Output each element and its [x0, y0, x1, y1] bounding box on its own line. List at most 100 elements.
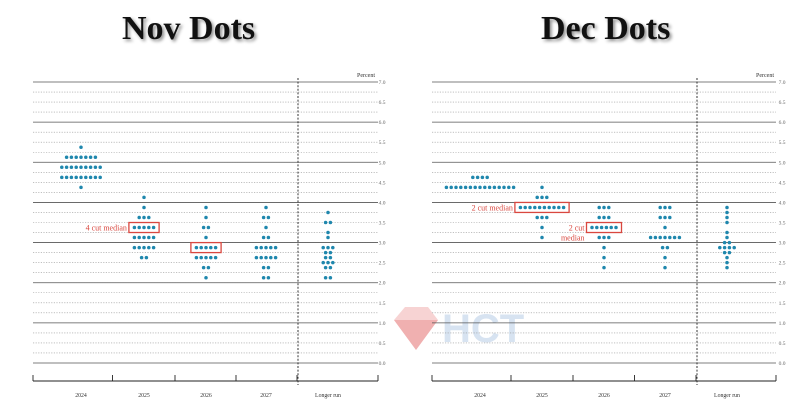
median-annotation: 4 cut median [86, 224, 127, 233]
participant-dot [725, 260, 729, 265]
median-highlight-box [190, 241, 222, 254]
participant-dot [93, 155, 98, 160]
participant-dot [194, 255, 199, 260]
participant-dot [602, 215, 606, 220]
y-tick-label: 0.0 [379, 361, 386, 367]
participant-dot [602, 265, 606, 270]
participant-dot [602, 255, 606, 260]
participant-dot [542, 205, 547, 210]
median-highlight-box [128, 221, 160, 234]
participant-dot [98, 175, 102, 180]
y-tick-label: 4.0 [379, 200, 386, 206]
y-tick-label: 7.0 [779, 80, 786, 86]
y-tick-label: 5.0 [779, 160, 786, 166]
participant-dot [663, 255, 667, 260]
participant-dot [264, 245, 268, 250]
y-tick-label: 2.5 [379, 261, 386, 267]
participant-dot [660, 245, 665, 250]
median-highlight-box [514, 201, 570, 214]
participant-dot [540, 235, 544, 240]
participant-dot [79, 155, 83, 160]
participant-dot [540, 215, 544, 220]
participant-dot [60, 175, 64, 180]
participant-dot [732, 245, 736, 250]
participant-dot [595, 225, 599, 230]
diamond-logo-icon [394, 307, 438, 350]
participant-dot [259, 255, 263, 260]
participant-dot [663, 225, 667, 230]
participant-dot [528, 205, 532, 210]
participant-dot [323, 250, 328, 255]
participant-dot [658, 205, 662, 210]
participant-dot [259, 245, 263, 250]
participant-dot [147, 235, 151, 240]
participant-dot [209, 255, 213, 260]
participant-dot [545, 215, 549, 220]
participant-dot [518, 205, 523, 210]
participant-dot [523, 205, 527, 210]
x-tick-label: 2027 [659, 393, 671, 399]
y-tick-label: 1.5 [779, 301, 786, 307]
participant-dot [199, 245, 203, 250]
participant-dot [663, 215, 667, 220]
participant-dot [507, 185, 511, 190]
participant-dot [535, 215, 539, 220]
participant-dot [454, 185, 458, 190]
y-tick-label: 0.5 [379, 341, 386, 347]
median-highlight-box [585, 221, 623, 234]
x-tick-label: 2026 [598, 393, 610, 399]
y-tick-label: 4.5 [379, 180, 386, 186]
participant-dot [658, 235, 662, 240]
participant-dot [79, 165, 83, 170]
participant-dot [137, 225, 141, 230]
participant-dot [206, 225, 211, 230]
participant-dot [273, 255, 278, 260]
participant-dot [84, 175, 88, 180]
participant-dot [328, 255, 333, 260]
participant-dot [142, 235, 146, 240]
participant-dot [547, 205, 551, 210]
participant-dot [199, 255, 203, 260]
participant-dot [147, 215, 151, 220]
participant-dot [142, 225, 146, 230]
unit-label: Percent [357, 73, 375, 79]
participant-dot [321, 260, 325, 265]
chart-title-nov: Nov Dots [122, 10, 256, 47]
participant-dot [663, 235, 667, 240]
participant-dot [483, 185, 487, 190]
participant-dot [328, 220, 333, 225]
participant-dot [725, 230, 729, 235]
participant-dot [537, 205, 542, 210]
participant-dot [261, 235, 266, 240]
y-tick-label: 1.0 [779, 321, 786, 327]
participant-dot [602, 245, 606, 250]
participant-dot [323, 275, 328, 280]
participant-dot [204, 245, 208, 250]
participant-dot [254, 245, 259, 250]
dec-dot-plot: 7.0 6.5 6.0 5.5 5.0 4.5 4.0 3.5 3.0 2.5 2.0 1.5 1.0 0… [431, 73, 786, 399]
participant-dot [602, 235, 606, 240]
participant-dot [254, 255, 259, 260]
participant-dot [204, 255, 208, 260]
participant-dot [206, 265, 211, 270]
participant-dot [64, 165, 69, 170]
participant-dot [727, 250, 732, 255]
participant-dot [331, 260, 335, 265]
participant-dot [718, 245, 722, 250]
participant-dot [326, 230, 330, 235]
participant-dot [725, 235, 729, 240]
participant-dot [672, 235, 677, 240]
participant-dot [590, 225, 594, 230]
participant-dot [540, 225, 544, 230]
participant-dot [74, 165, 78, 170]
participant-dot [653, 235, 658, 240]
participant-dot [658, 215, 662, 220]
participant-dot [326, 260, 330, 265]
participant-dot [540, 195, 544, 200]
participant-dot [725, 255, 729, 260]
y-tick-label: 1.0 [379, 321, 386, 327]
participant-dot [473, 185, 477, 190]
participant-dot [463, 185, 468, 190]
participant-dot [663, 265, 667, 270]
participant-dot [74, 155, 78, 160]
